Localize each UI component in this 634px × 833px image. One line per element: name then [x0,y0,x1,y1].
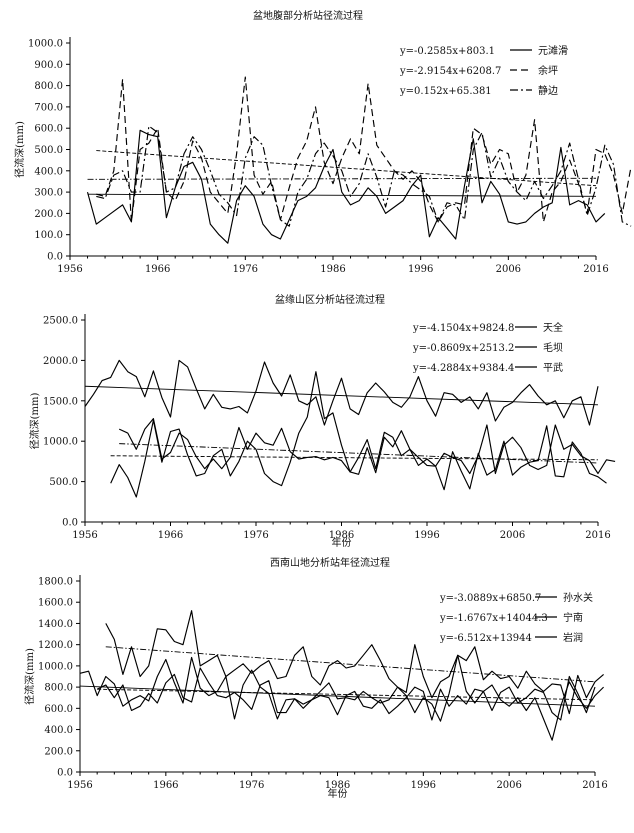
trend-line [87,177,597,180]
series-line-1 [96,76,632,223]
y-tick-label: 0.0 [62,518,78,529]
y-tick-label: 0.0 [57,768,73,779]
y-tick-label: 800.0 [44,683,73,694]
legend-series-name: 孙水关 [563,591,593,604]
legend-equation: y=-6.512x+13944 [439,633,532,644]
x-tick-label: 1996 [411,780,436,791]
x-tick-label: 1996 [414,530,439,541]
trend-line [105,646,596,683]
legend-equation: y=-1.6767x+14044.3 [439,613,548,624]
y-tick-label: 500.0 [49,477,78,488]
y-tick-label: 1000.0 [28,39,63,50]
y-tick-label: 100.0 [34,230,63,241]
x-axis-label: 年份 [332,536,352,549]
y-tick-label: 1800.0 [38,577,73,588]
legend-series-name: 岩润 [563,631,583,644]
y-tick-label: 1400.0 [38,619,73,630]
chart-title: 西南山地分析站年径流过程 [270,556,390,569]
y-tick-label: 1000.0 [43,437,78,448]
y-tick-label: 300.0 [34,188,63,199]
x-tick-label: 1986 [320,264,345,275]
y-tick-label: 400.0 [44,725,73,736]
legend-equation: y=-3.0889x+6850.7 [439,593,541,604]
legend-equation: y=-0.2585x+803.1 [399,46,495,57]
series-line-2 [96,125,632,227]
y-axis-label: 径流深(mm) [23,648,36,705]
x-tick-label: 2016 [585,530,610,541]
series-line-1 [110,371,607,498]
y-tick-label: 1500.0 [43,396,78,407]
x-tick-label: 1956 [67,780,92,791]
y-tick-label: 800.0 [34,81,63,92]
series-line-0 [84,359,599,426]
x-tick-label: 2016 [583,264,608,275]
x-tick-label: 2006 [496,780,521,791]
y-tick-label: 900.0 [34,60,63,71]
trend-line [119,443,599,464]
series-line-0 [79,654,596,722]
legend-equation: y=-4.2884x+9384.4 [412,363,514,374]
legend-series-name: 余坪 [538,64,558,77]
series-line-2 [105,610,604,715]
legend-series-name: 平武 [543,361,563,374]
x-tick-label: 2006 [500,530,525,541]
trend-line [96,150,597,187]
x-tick-label: 1956 [57,264,82,275]
x-tick-label: 2006 [496,264,521,275]
x-axis-label: 年份 [328,787,348,800]
y-tick-label: 600.0 [44,704,73,715]
legend-equation: y=-4.1504x+9824.8 [412,323,514,334]
y-tick-label: 200.0 [44,746,73,757]
x-tick-label: 1986 [329,530,354,541]
trend-line [97,688,596,701]
legend-series-name: 元滩滑 [538,44,568,57]
legend-series-name: 静边 [538,84,558,97]
series-line-1 [96,667,605,741]
x-tick-label: 1976 [243,530,268,541]
trend-line [110,455,599,461]
legend-series-name: 毛坝 [543,342,563,354]
y-axis-label: 径流深(mm) [13,121,26,178]
x-tick-label: 1966 [153,780,178,791]
y-tick-label: 0.0 [47,252,63,263]
y-tick-label: 2500.0 [43,316,78,327]
y-tick-label: 1200.0 [38,640,73,651]
y-tick-label: 2000.0 [43,356,78,367]
legend-series-name: 宁南 [563,611,583,624]
y-axis-label: 径流深(mm) [28,393,41,450]
y-tick-label: 1000.0 [38,661,73,672]
legend-equation: y=-0.8609x+2513.2 [412,343,514,354]
chart-title: 盆地腹部分析站径流过程 [253,9,363,22]
trend-line [87,193,597,197]
x-tick-label: 1976 [233,264,258,275]
x-tick-label: 1976 [239,780,264,791]
chart-title: 盆缘山区分析站径流过程 [275,293,385,306]
x-tick-label: 1986 [325,780,350,791]
trend-line [84,385,599,406]
y-tick-label: 700.0 [34,102,63,113]
legend-series-name: 天全 [543,321,563,334]
legend-equation: y=0.152x+65.381 [399,86,492,97]
series-line-0 [86,129,606,244]
y-tick-label: 400.0 [34,166,63,177]
series-line-2 [118,418,616,475]
x-tick-label: 1966 [145,264,170,275]
y-tick-label: 1600.0 [38,598,73,609]
trend-line [79,685,596,707]
y-tick-label: 600.0 [34,124,63,135]
x-tick-label: 1956 [72,530,97,541]
y-tick-label: 200.0 [34,209,63,220]
x-tick-label: 1966 [158,530,183,541]
y-tick-label: 500.0 [34,145,63,156]
legend-equation: y=-2.9154x+6208.7 [399,66,501,77]
x-tick-label: 2016 [582,780,607,791]
x-tick-label: 1996 [408,264,433,275]
